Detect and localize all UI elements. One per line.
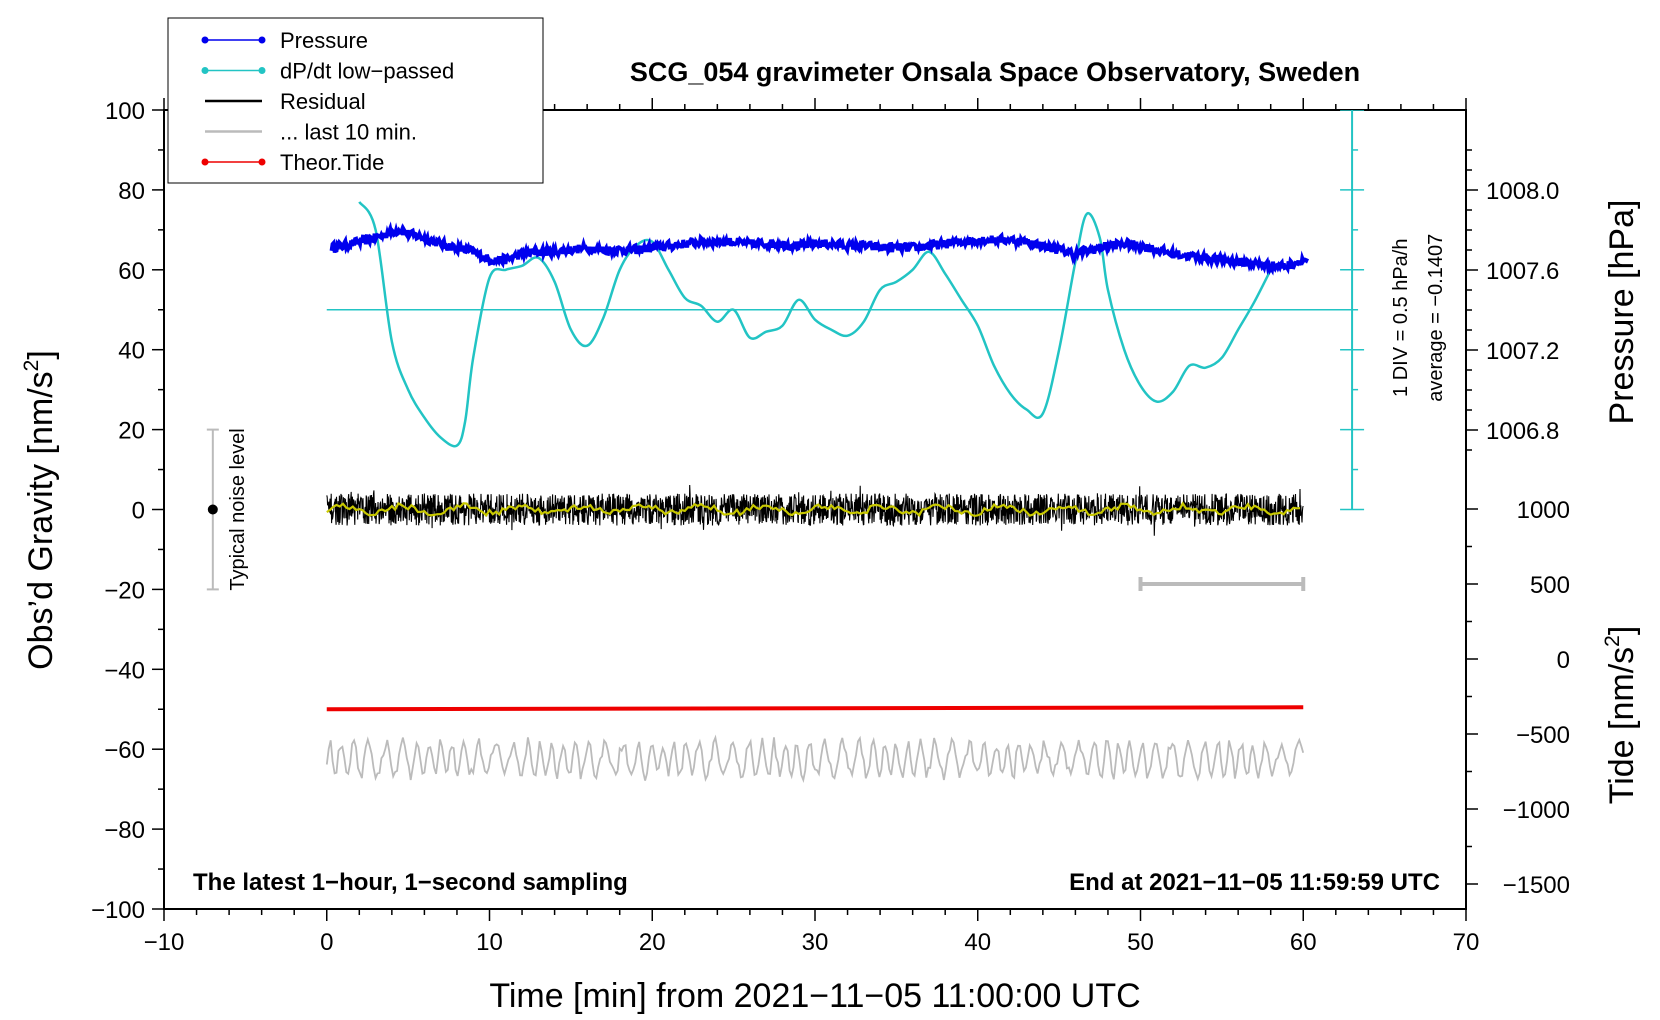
last-10-min-series-line (325, 734, 1305, 784)
noise-bar-center-dot (207, 504, 218, 515)
legend-label: ... last 10 min. (280, 120, 417, 145)
x-tick-label: 10 (476, 929, 503, 956)
y-tick-label: −60 (104, 737, 145, 764)
dpdt-div-axis (1340, 110, 1365, 511)
y-axis-label-close: ] (22, 350, 60, 359)
theor-tide-series-line (326, 705, 1304, 712)
y-tick-label: 40 (118, 338, 145, 365)
x-tick-label: −10 (144, 929, 185, 956)
legend-marker-end (258, 36, 266, 44)
y-axis-label: Obs’d Gravity [nm/s2] (20, 350, 60, 670)
x-tick-label: 0 (320, 929, 333, 956)
sampling-note: The latest 1−hour, 1−second sampling (193, 869, 628, 896)
legend-label: dP/dt low−passed (280, 59, 454, 84)
y-axis-label-text: Obs’d Gravity [nm/s (22, 371, 60, 670)
legend-label: Pressure (280, 28, 368, 53)
y-tick-label: −20 (104, 577, 145, 604)
legend-label: Theor.Tide (280, 150, 384, 175)
y-tick-label: 20 (118, 418, 145, 445)
tide-tick-label: −1000 (1503, 797, 1570, 824)
noise-level-bar (206, 428, 219, 591)
residual-smoothed-line (326, 501, 1301, 518)
x-axis-ticks: −10 0 10 20 30 40 50 60 70 (144, 98, 1480, 956)
legend-label: Residual (280, 89, 366, 114)
x-tick-label: 50 (1127, 929, 1154, 956)
pressure-tick-label: 1007.6 (1486, 258, 1559, 285)
tide-scale-bar (1138, 577, 1306, 591)
y-tick-label: 60 (118, 258, 145, 285)
residual-series-line (326, 484, 1304, 536)
pressure-axis-label: Pressure [hPa] (1603, 200, 1641, 425)
tide-axis-label-close: ] (1603, 626, 1641, 635)
legend-marker-end (258, 67, 266, 74)
legend-marker-start (201, 158, 209, 166)
dpdt-average-label: average = −0.1407 (1425, 234, 1447, 402)
x-tick-label: 70 (1453, 929, 1480, 956)
tide-axis-label: Tide [nm/s2] (1601, 626, 1641, 805)
pressure-series-line (329, 221, 1310, 276)
tide-tick-label: −500 (1516, 722, 1570, 749)
legend-marker-start (201, 36, 209, 44)
tide-axis-label-text: Tide [nm/s (1603, 647, 1641, 804)
tide-tick-label: 500 (1530, 572, 1570, 599)
y-axis-label-sup: 2 (20, 360, 43, 372)
end-time-note: End at 2021−11−05 11:59:59 UTC (1069, 869, 1440, 896)
y-tick-label: 0 (132, 498, 145, 525)
tide-tick-label: 0 (1557, 647, 1570, 674)
pressure-tick-label: 1006.8 (1486, 418, 1559, 445)
tide-axis-ticks: 1000 500 0 −500 −1000 −1500 (1466, 497, 1570, 899)
x-tick-label: 20 (639, 929, 666, 956)
pressure-axis-ticks: 1008.0 1007.6 1007.2 1006.8 (1466, 149, 1559, 451)
x-tick-label: 60 (1290, 929, 1317, 956)
legend-marker-start (201, 67, 209, 74)
noise-level-label: Typical noise level (227, 428, 249, 590)
x-tick-label: 30 (802, 929, 829, 956)
x-tick-label: 40 (964, 929, 991, 956)
pressure-tick-label: 1007.2 (1486, 338, 1559, 365)
y-axis-ticks: 100 80 60 40 20 0 −20 −40 −60 −80 −100 (91, 98, 164, 924)
tide-axis-label-sup: 2 (1601, 635, 1624, 647)
legend: Pressure dP/dt low−passed Residual ... last… (167, 17, 544, 184)
tide-tick-label: −1500 (1503, 872, 1570, 899)
y-tick-label: −80 (104, 817, 145, 844)
y-tick-label: −40 (104, 657, 145, 684)
chart-title: SCG_054 gravimeter Onsala Space Observat… (630, 57, 1360, 87)
pressure-tick-label: 1008.0 (1486, 178, 1559, 205)
y-tick-label: 100 (105, 98, 145, 125)
dpdt-series-line (358, 201, 1272, 448)
tide-tick-label: 1000 (1517, 497, 1570, 524)
dpdt-div-label: 1 DIV = 0.5 hPa/h (1390, 239, 1412, 397)
legend-items: Pressure dP/dt low−passed Residual ... last… (201, 28, 454, 175)
y-tick-label: −100 (91, 897, 145, 924)
x-axis-label: Time [min] from 2021−11−05 11:00:00 UTC (489, 977, 1140, 1015)
y-tick-label: 80 (118, 178, 145, 205)
legend-marker-end (258, 158, 266, 166)
